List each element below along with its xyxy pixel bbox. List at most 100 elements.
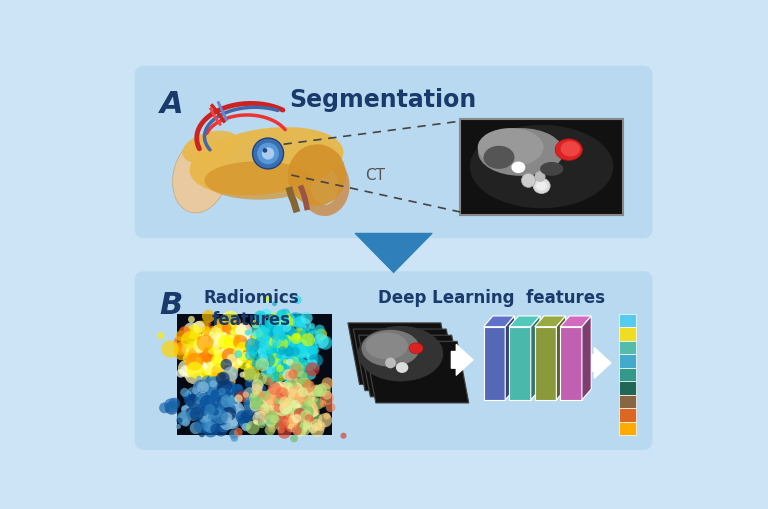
- Circle shape: [242, 405, 254, 417]
- Circle shape: [290, 355, 305, 370]
- Circle shape: [197, 353, 210, 366]
- Circle shape: [264, 337, 271, 344]
- Circle shape: [275, 342, 288, 354]
- Circle shape: [293, 370, 299, 376]
- Circle shape: [174, 345, 190, 360]
- Circle shape: [242, 352, 250, 360]
- Circle shape: [303, 423, 310, 430]
- Circle shape: [300, 398, 316, 413]
- Circle shape: [219, 337, 223, 342]
- Circle shape: [243, 391, 249, 398]
- Circle shape: [249, 391, 263, 406]
- Circle shape: [187, 361, 204, 378]
- Circle shape: [210, 338, 228, 356]
- Circle shape: [214, 423, 228, 436]
- Circle shape: [232, 398, 239, 404]
- Circle shape: [264, 411, 279, 425]
- Circle shape: [257, 336, 265, 345]
- Circle shape: [256, 358, 269, 372]
- Circle shape: [259, 341, 270, 351]
- Circle shape: [258, 347, 270, 358]
- Circle shape: [276, 342, 290, 356]
- Circle shape: [220, 357, 230, 367]
- Ellipse shape: [190, 127, 343, 195]
- Circle shape: [177, 412, 188, 423]
- Circle shape: [207, 351, 223, 367]
- Circle shape: [196, 339, 212, 355]
- Circle shape: [306, 404, 314, 412]
- Circle shape: [204, 401, 217, 414]
- Circle shape: [273, 382, 284, 393]
- Circle shape: [181, 406, 187, 411]
- Circle shape: [208, 367, 223, 381]
- Circle shape: [237, 346, 249, 357]
- Circle shape: [236, 342, 250, 356]
- Circle shape: [207, 388, 217, 399]
- Circle shape: [300, 358, 306, 365]
- Text: A: A: [160, 90, 184, 119]
- Circle shape: [268, 382, 281, 395]
- Circle shape: [212, 389, 220, 398]
- Circle shape: [204, 336, 210, 342]
- Circle shape: [225, 415, 240, 430]
- Circle shape: [292, 401, 305, 414]
- Circle shape: [266, 319, 276, 328]
- Circle shape: [210, 413, 217, 420]
- Circle shape: [261, 333, 270, 342]
- Circle shape: [209, 389, 221, 402]
- Circle shape: [217, 327, 227, 337]
- Circle shape: [270, 325, 285, 341]
- Circle shape: [234, 350, 242, 358]
- Circle shape: [230, 384, 243, 397]
- Circle shape: [266, 353, 280, 366]
- Circle shape: [302, 338, 307, 344]
- Circle shape: [216, 372, 230, 385]
- Circle shape: [217, 345, 232, 360]
- Circle shape: [201, 406, 217, 421]
- Circle shape: [210, 392, 219, 401]
- Circle shape: [289, 400, 295, 405]
- Circle shape: [258, 331, 273, 347]
- Circle shape: [263, 404, 270, 411]
- Circle shape: [262, 147, 274, 160]
- Circle shape: [203, 424, 208, 429]
- Circle shape: [261, 320, 274, 333]
- Text: Deep Learning  features: Deep Learning features: [378, 289, 604, 307]
- Circle shape: [189, 355, 195, 361]
- Circle shape: [298, 387, 308, 398]
- Circle shape: [271, 338, 276, 343]
- Circle shape: [194, 358, 206, 371]
- Circle shape: [292, 378, 301, 386]
- Circle shape: [243, 366, 260, 383]
- Ellipse shape: [288, 144, 346, 206]
- Circle shape: [199, 338, 213, 353]
- Circle shape: [242, 423, 250, 431]
- Circle shape: [279, 366, 289, 376]
- Circle shape: [179, 345, 187, 354]
- Circle shape: [207, 346, 223, 363]
- Circle shape: [189, 394, 196, 401]
- Ellipse shape: [358, 326, 443, 381]
- Circle shape: [241, 410, 254, 423]
- Circle shape: [185, 363, 196, 374]
- Circle shape: [216, 344, 223, 352]
- Circle shape: [292, 405, 298, 410]
- Circle shape: [294, 314, 306, 326]
- Circle shape: [269, 416, 279, 426]
- Circle shape: [200, 418, 204, 423]
- Circle shape: [237, 348, 245, 357]
- Circle shape: [184, 344, 203, 361]
- Circle shape: [211, 408, 219, 416]
- Circle shape: [323, 413, 330, 419]
- Circle shape: [290, 400, 297, 406]
- Circle shape: [213, 344, 226, 357]
- Circle shape: [304, 401, 313, 410]
- Circle shape: [226, 389, 234, 397]
- Circle shape: [254, 408, 261, 415]
- Ellipse shape: [536, 181, 547, 190]
- Circle shape: [267, 316, 276, 325]
- Circle shape: [303, 345, 317, 358]
- Circle shape: [293, 345, 301, 352]
- Circle shape: [270, 387, 283, 401]
- Circle shape: [256, 355, 269, 368]
